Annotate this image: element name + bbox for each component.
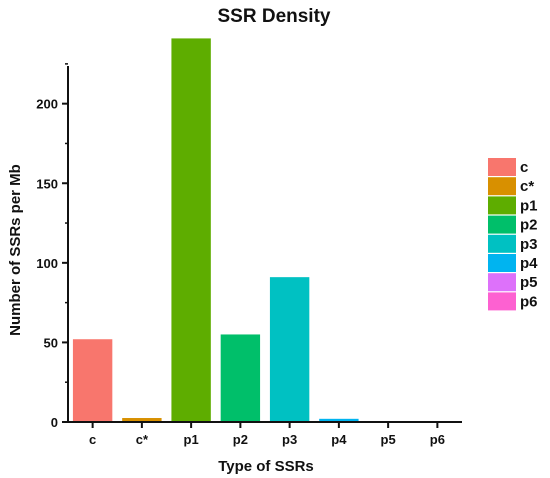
x-axis-label: Type of SSRs	[218, 458, 314, 475]
x-tick-label: p3	[282, 432, 297, 447]
chart-title: SSR Density	[218, 6, 331, 27]
legend-label: p4	[520, 255, 538, 272]
bar-p2	[220, 334, 261, 422]
legend-label: p6	[520, 293, 538, 310]
legend-label: p5	[520, 274, 538, 291]
legend-swatch	[488, 196, 516, 215]
x-tick-label: p6	[430, 432, 445, 447]
legend-label: c*	[520, 178, 534, 195]
bar-p1	[171, 38, 211, 423]
legend-swatch	[488, 254, 516, 272]
legend-swatch	[488, 177, 516, 196]
y-axis-label: Number of SSRs per Mb	[7, 164, 24, 336]
legend-label: c	[520, 159, 528, 176]
legend-swatch	[488, 273, 516, 292]
bars-group	[72, 38, 458, 423]
legend-swatch	[488, 234, 516, 253]
x-axis: c c* p1 p2 p3 p4 p5 p6	[68, 421, 462, 447]
y-tick-label: 150	[36, 176, 58, 191]
x-tick-label: c*	[136, 432, 149, 447]
y-tick-label: 100	[36, 256, 58, 271]
x-tick-label: p2	[233, 432, 248, 447]
x-tick-label: p1	[184, 432, 199, 447]
legend-label: p1	[520, 197, 538, 214]
legend-swatch	[488, 158, 516, 176]
x-tick-label: c	[89, 432, 96, 447]
legend-swatch	[488, 215, 516, 234]
x-tick-label: p5	[381, 432, 396, 447]
legend-label: p3	[520, 236, 538, 253]
legend: c c* p1 p2 p3 p4 p5 p6	[488, 158, 538, 311]
y-tick-label: 0	[51, 415, 58, 430]
bar-c	[72, 339, 113, 422]
bar-p4	[319, 418, 359, 422]
bar-p3	[269, 277, 310, 422]
legend-label: p2	[520, 217, 538, 234]
bar-c-star	[122, 418, 162, 422]
y-tick-label: 200	[36, 97, 58, 112]
legend-swatch	[488, 292, 516, 311]
y-tick-label: 50	[44, 335, 58, 350]
y-axis: 0 50 100 150 200	[36, 63, 69, 430]
x-tick-label: p4	[331, 432, 347, 447]
